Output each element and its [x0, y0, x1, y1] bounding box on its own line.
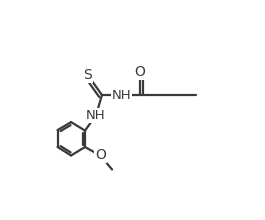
Text: O: O [135, 65, 145, 79]
Text: NH: NH [86, 109, 106, 122]
Text: S: S [83, 68, 92, 82]
Text: NH: NH [112, 88, 131, 101]
Text: O: O [95, 148, 106, 163]
